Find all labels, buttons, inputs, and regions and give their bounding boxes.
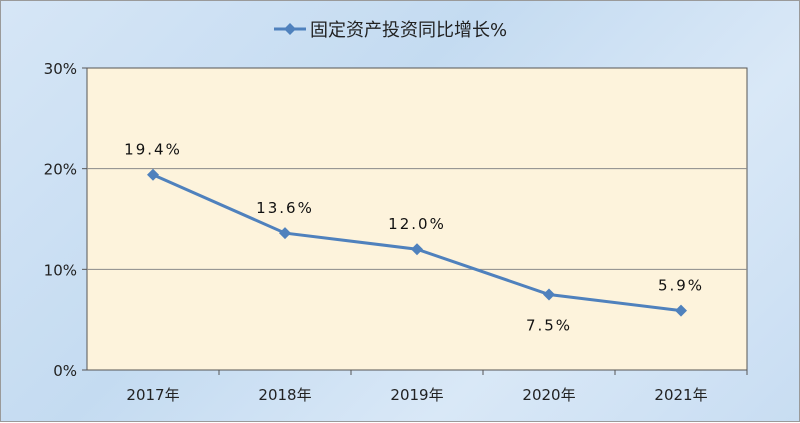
data-point [543,288,555,301]
y-tick-label: 10% [44,261,77,279]
x-tick-label: 2019年 [390,386,443,404]
data-point [675,304,687,317]
x-tick-label: 2020年 [522,386,575,404]
data-point [147,168,159,181]
data-label: 7.5% [526,317,572,335]
legend-label: 固定资产投资同比增长% [310,20,507,41]
legend-marker [284,23,296,35]
data-point [411,243,423,256]
data-point [279,227,291,240]
data-label: 19.4% [124,141,182,159]
x-tick-label: 2017年 [126,386,179,404]
data-label: 5.9% [658,277,704,295]
x-tick-label: 2018年 [258,386,311,404]
y-tick-label: 0% [53,362,77,380]
x-tick-label: 2021年 [654,386,707,404]
plot-area [86,67,748,371]
data-label: 12.0% [388,215,446,233]
data-label: 13.6% [256,199,314,217]
y-tick-label: 30% [44,60,77,78]
y-tick-label: 20% [44,161,77,179]
